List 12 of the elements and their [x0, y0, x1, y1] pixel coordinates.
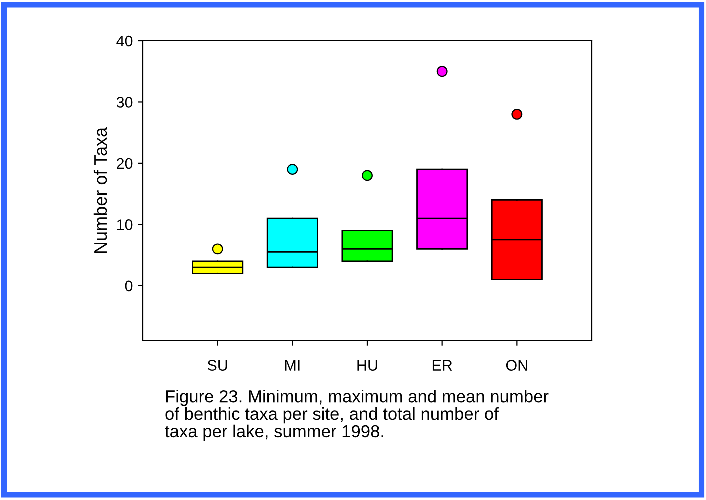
y-axis-title: Number of Taxa [94, 127, 108, 254]
x-tick-label: SU [208, 360, 228, 371]
y-tick-label: 10 [117, 220, 133, 230]
y-tick-label: 40 [116, 36, 133, 47]
x-tick-label: ON [506, 360, 528, 371]
y-tick-label: 0 [125, 280, 133, 292]
x-tick-label: MI [285, 360, 300, 371]
x-tick-label: ER [432, 360, 452, 371]
y-tick-label: 20 [117, 158, 133, 170]
y-tick-label: 30 [116, 97, 133, 108]
caption: Figure 23. Minimum, maximum and mean number of benthic taxa per site, and total number of taxa per lake, summer 1998. [165, 390, 549, 442]
x-tick-label: HU [358, 360, 378, 371]
